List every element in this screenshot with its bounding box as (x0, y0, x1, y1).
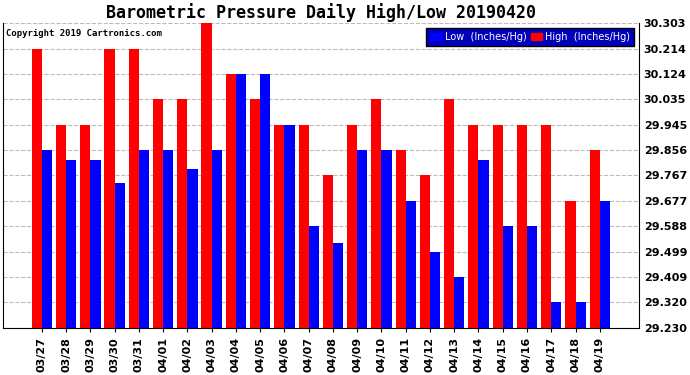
Bar (139, 150, 149, 328)
Bar (115, 183, 125, 328)
Bar (600, 201, 610, 328)
Bar (589, 150, 600, 328)
Bar (347, 125, 357, 328)
Bar (177, 99, 188, 328)
Bar (493, 125, 503, 328)
Bar (517, 125, 527, 328)
Bar (503, 226, 513, 328)
Bar (420, 176, 430, 328)
Bar (454, 277, 464, 328)
Bar (32, 49, 42, 328)
Bar (541, 125, 551, 328)
Bar (444, 99, 454, 328)
Bar (201, 23, 212, 328)
Title: Barometric Pressure Daily High/Low 20190420: Barometric Pressure Daily High/Low 20190… (106, 3, 536, 22)
Bar (565, 201, 575, 328)
Bar (226, 74, 236, 328)
Text: Copyright 2019 Cartronics.com: Copyright 2019 Cartronics.com (6, 29, 162, 38)
Bar (284, 125, 295, 328)
Bar (308, 226, 319, 328)
Bar (129, 49, 139, 328)
Bar (551, 302, 562, 328)
Bar (42, 150, 52, 328)
Bar (153, 99, 163, 328)
Bar (371, 99, 382, 328)
Legend: Low  (Inches/Hg), High  (Inches/Hg): Low (Inches/Hg), High (Inches/Hg) (426, 28, 634, 46)
Bar (406, 201, 416, 328)
Bar (104, 49, 115, 328)
Bar (80, 125, 90, 328)
Bar (274, 125, 284, 328)
Bar (357, 150, 367, 328)
Bar (430, 252, 440, 328)
Bar (188, 169, 197, 328)
Bar (469, 125, 478, 328)
Bar (575, 302, 586, 328)
Bar (236, 74, 246, 328)
Bar (250, 99, 260, 328)
Bar (382, 150, 392, 328)
Bar (260, 74, 270, 328)
Bar (56, 125, 66, 328)
Bar (212, 150, 222, 328)
Bar (323, 176, 333, 328)
Bar (478, 160, 489, 328)
Bar (333, 243, 343, 328)
Bar (66, 160, 77, 328)
Bar (395, 150, 406, 328)
Bar (163, 150, 173, 328)
Bar (90, 160, 101, 328)
Bar (299, 125, 308, 328)
Bar (527, 226, 538, 328)
